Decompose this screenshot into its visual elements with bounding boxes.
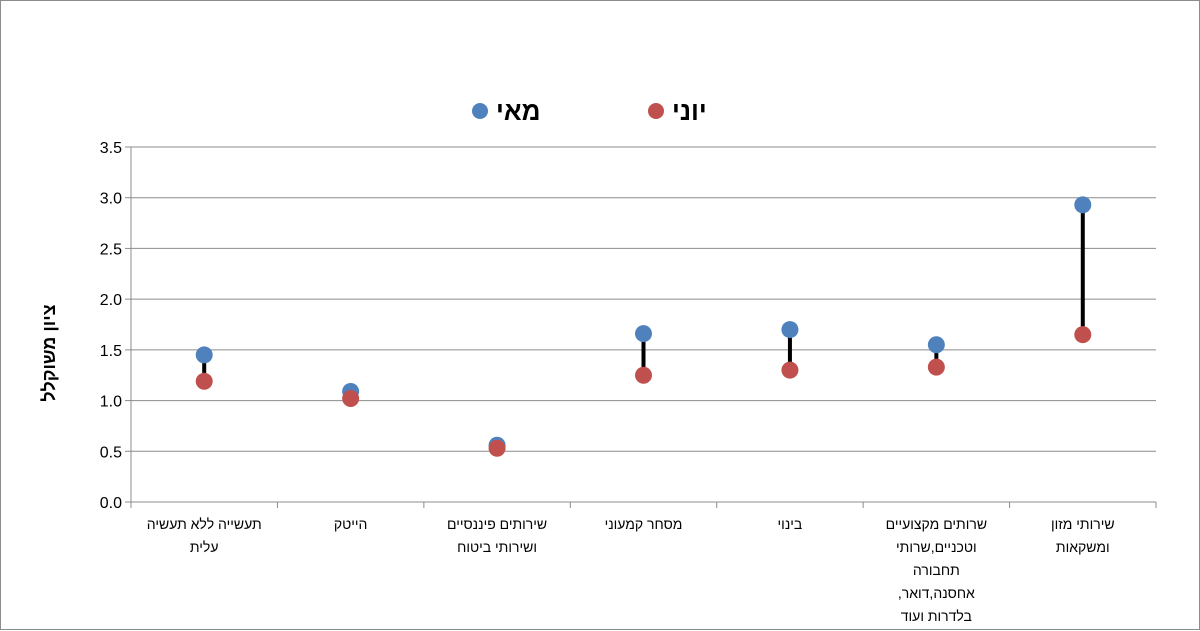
y-tick-label: 0.0: [100, 495, 122, 512]
x-category-label: שירותי מזון ומשקאות: [1051, 516, 1115, 555]
x-category-label: שירותים פיננסיים ושירותי ביטוח: [447, 516, 547, 555]
data-point-june: [195, 372, 213, 390]
x-category-label: מסחר קמעוני: [605, 516, 683, 532]
data-point-june: [781, 361, 799, 379]
y-tick-label: 3.5: [100, 140, 122, 157]
y-tick-label: 3.0: [100, 191, 122, 208]
x-category-label: בינוי: [778, 516, 803, 532]
y-tick-label: 1.0: [100, 394, 122, 411]
x-category-label: הייטק: [334, 516, 368, 532]
data-point-may: [635, 325, 652, 343]
data-point-may: [927, 336, 945, 354]
data-point-may: [781, 321, 799, 339]
y-tick-label: 2.0: [100, 292, 122, 309]
axes: 0.0 0.5 1.0 1.5 2.0 2.5 3.0 3.5 תעשייה ללא תעשיה…: [100, 140, 1157, 624]
data-point-june: [342, 390, 360, 408]
data-point-may: [1074, 196, 1092, 214]
legend: מאי יוני: [472, 96, 707, 126]
y-tick-label: 2.5: [100, 241, 122, 258]
legend-marker-june: [648, 103, 664, 119]
data-point-june: [488, 439, 506, 457]
x-category-label: שרותים מקצועיים וטכניים,שרותי תחבורה אחסנה,…: [886, 516, 987, 624]
y-tick-label: 0.5: [100, 444, 122, 461]
data-point-june: [1074, 326, 1092, 344]
data-points: [195, 196, 1092, 457]
data-point-may: [195, 346, 213, 364]
data-point-june: [635, 366, 652, 384]
gridlines: [131, 146, 1156, 452]
y-tick-label: 1.5: [100, 343, 122, 360]
data-point-june: [927, 358, 945, 376]
y-axis-title: ציון משוקלל: [39, 304, 59, 401]
legend-label-may: מאי: [496, 96, 540, 126]
legend-marker-may: [472, 103, 488, 119]
x-category-label: תעשייה ללא תעשיה עלית: [147, 516, 262, 555]
legend-label-june: יוני: [672, 96, 707, 126]
